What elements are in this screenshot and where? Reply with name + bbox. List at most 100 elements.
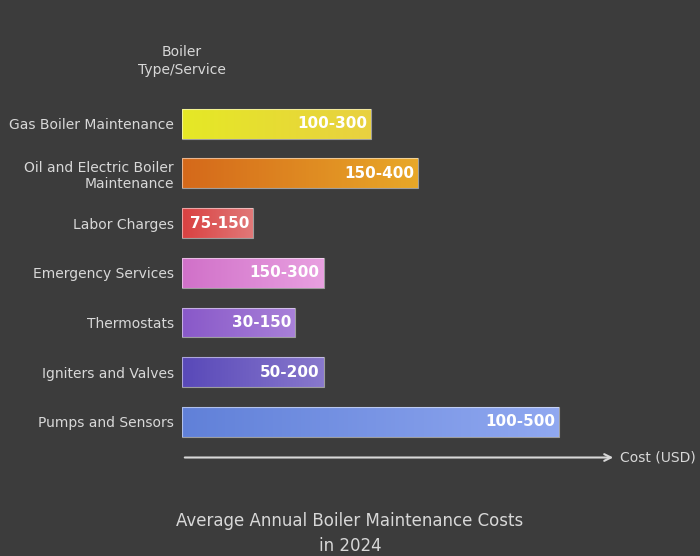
Bar [201, 158, 202, 188]
Bar [374, 158, 375, 188]
Bar [236, 357, 237, 387]
Bar [231, 258, 232, 287]
Bar [486, 407, 488, 436]
Bar [206, 158, 208, 188]
Bar [246, 258, 247, 287]
Bar [220, 357, 221, 387]
Bar [272, 258, 273, 287]
Bar [254, 158, 255, 188]
Bar [219, 357, 220, 387]
Bar [214, 158, 215, 188]
Bar [285, 158, 286, 188]
Bar [232, 158, 234, 188]
Bar [305, 357, 306, 387]
Bar [475, 407, 477, 436]
Bar [352, 407, 354, 436]
Bar [212, 407, 214, 436]
Bar [350, 407, 352, 436]
Bar [263, 357, 264, 387]
Bar [267, 158, 268, 188]
Bar [206, 357, 207, 387]
Bar [244, 258, 245, 287]
Bar [276, 158, 277, 188]
Bar [339, 158, 340, 188]
Bar [292, 158, 293, 188]
Bar [323, 158, 325, 188]
Bar [227, 158, 228, 188]
Bar [300, 357, 301, 387]
Bar [518, 407, 520, 436]
Bar [211, 258, 212, 287]
Bar [459, 407, 461, 436]
Bar [209, 109, 210, 138]
Bar [199, 158, 201, 188]
Bar [249, 357, 250, 387]
Bar [359, 407, 361, 436]
Bar [276, 109, 277, 138]
Bar [433, 407, 435, 436]
Bar [332, 109, 333, 138]
Bar [332, 158, 333, 188]
Bar [326, 109, 328, 138]
Bar [313, 158, 314, 188]
Bar [195, 109, 196, 138]
Bar [356, 407, 358, 436]
Bar [318, 158, 320, 188]
Bar [262, 357, 263, 387]
Bar [274, 407, 277, 436]
Bar [235, 258, 236, 287]
Bar [309, 158, 311, 188]
Bar [538, 407, 540, 436]
Bar [320, 407, 321, 436]
Bar [267, 258, 268, 287]
Bar [269, 258, 270, 287]
Bar [333, 109, 334, 138]
Bar [190, 357, 191, 387]
Bar [184, 158, 186, 188]
Bar [191, 258, 192, 287]
Bar [318, 258, 319, 287]
Bar [209, 407, 210, 436]
Bar [263, 158, 265, 188]
Bar [283, 109, 284, 138]
Bar [194, 357, 195, 387]
Bar [222, 258, 223, 287]
Bar [501, 407, 503, 436]
Bar [308, 158, 309, 188]
Bar [261, 407, 263, 436]
Bar [306, 109, 307, 138]
Bar [182, 158, 418, 188]
Bar [285, 357, 286, 387]
Bar [387, 158, 388, 188]
Bar [253, 158, 254, 188]
Bar [300, 158, 301, 188]
Bar [187, 357, 188, 387]
Bar [371, 158, 372, 188]
Bar [201, 258, 202, 287]
Bar [228, 109, 229, 138]
Bar [195, 258, 196, 287]
Bar [339, 109, 340, 138]
Bar [235, 158, 237, 188]
Bar [212, 109, 213, 138]
Bar [271, 357, 272, 387]
Bar [299, 158, 300, 188]
Bar [307, 258, 308, 287]
Bar [218, 109, 219, 138]
Bar [378, 407, 380, 436]
Bar [248, 357, 249, 387]
Bar [435, 407, 437, 436]
Bar [218, 158, 220, 188]
Bar [275, 258, 276, 287]
Bar [248, 258, 249, 287]
Bar [213, 357, 214, 387]
Bar [188, 407, 190, 436]
Bar [225, 109, 226, 138]
Bar [314, 258, 315, 287]
Bar [358, 407, 359, 436]
Bar [337, 407, 339, 436]
Bar [467, 407, 469, 436]
Bar [274, 258, 275, 287]
Bar [351, 158, 352, 188]
Bar [359, 109, 360, 138]
